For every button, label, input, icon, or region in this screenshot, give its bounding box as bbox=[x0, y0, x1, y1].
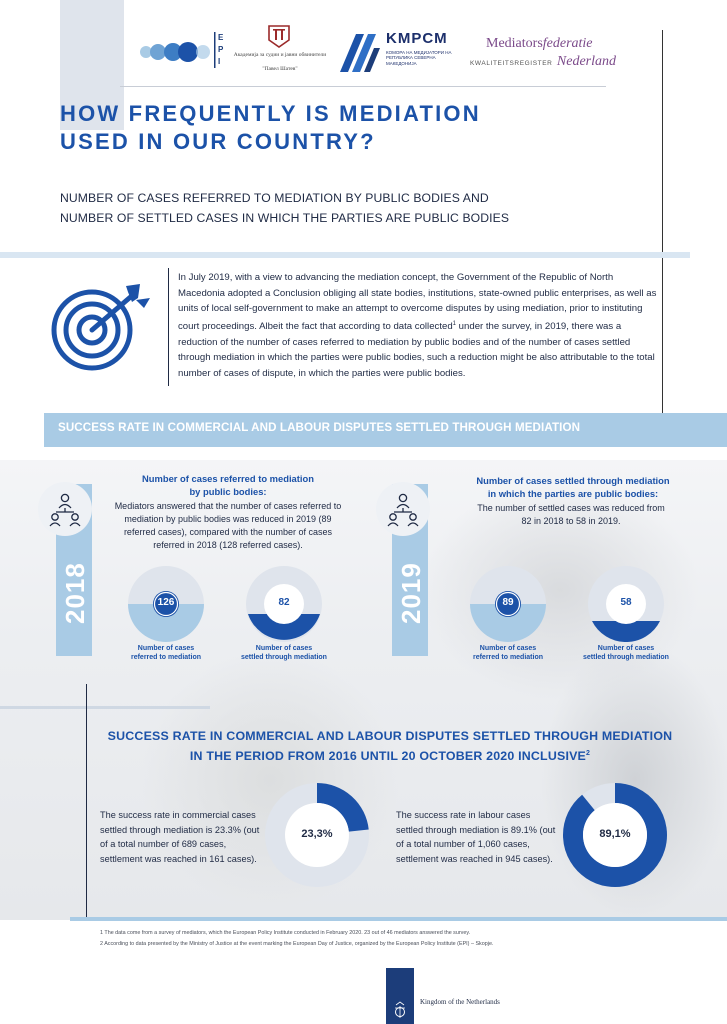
epi-logo-text: E P I bbox=[218, 33, 224, 66]
donut-value: 58 bbox=[620, 597, 632, 608]
footer-text: Kingdom of the Netherlands bbox=[420, 998, 500, 1006]
decorative-stripe bbox=[0, 706, 210, 709]
donut-label-line-2: referred to mediation bbox=[130, 654, 201, 661]
footnote-ref: 2 bbox=[586, 750, 591, 757]
donut-2019-settled-label: Number of cases settled through mediatio… bbox=[568, 644, 684, 662]
donut-value: 89 bbox=[502, 597, 514, 608]
intro-text-part-1: In July 2019, with a view to advancing t… bbox=[178, 272, 657, 332]
subtitle-line-2: NUMBER OF SETTLED CASES IN WHICH THE PAR… bbox=[60, 211, 510, 225]
donut-2018-settled-label: Number of cases settled through mediatio… bbox=[226, 644, 342, 662]
period-title-line-2-wrap: IN THE PERIOD FROM 2016 UNTIL 20 OCTOBER… bbox=[100, 745, 680, 765]
mediatorsfederatie-logo: Mediatorsfederatie KWALITEITSREGISTER Ne… bbox=[470, 34, 616, 70]
divider-line bbox=[120, 86, 606, 87]
decorative-bar bbox=[60, 0, 124, 130]
section-header: SUCCESS RATE IN COMMERCIAL AND LABOUR DI… bbox=[58, 421, 581, 434]
donut-label-line-2: settled through mediation bbox=[241, 654, 327, 661]
donut-2019-settled: 58 bbox=[588, 566, 664, 643]
donut-hole bbox=[583, 803, 647, 867]
people-icon bbox=[376, 482, 430, 536]
academy-name: Академија за судии и јавни обвинители bbox=[233, 52, 327, 58]
footnote-ref: 1 bbox=[452, 320, 457, 327]
block-2018-body: Mediators answered that the number of ca… bbox=[114, 501, 342, 550]
academy-logo: Академија за судии и јавни обвинители "П… bbox=[232, 24, 328, 76]
donut-slice bbox=[563, 783, 667, 887]
period-title-line-2: IN THE PERIOD FROM 2016 UNTIL 20 OCTOBER… bbox=[189, 749, 587, 764]
period-title: SUCCESS RATE IN COMMERCIAL AND LABOUR DI… bbox=[100, 728, 680, 765]
mfn-country: Nederland bbox=[556, 54, 616, 69]
block-2018-title-line-1: Number of cases referred to mediation bbox=[142, 473, 314, 484]
donut-2018-referred: 126 bbox=[128, 566, 204, 642]
decorative-stripe bbox=[0, 252, 690, 258]
block-2018-title-line-2: by public bodies: bbox=[189, 486, 267, 497]
donut-label-line-1: Number of cases bbox=[479, 645, 537, 652]
donut-value: 89,1% bbox=[599, 828, 631, 840]
divider-line bbox=[86, 684, 87, 920]
intro-paragraph: In July 2019, with a view to advancing t… bbox=[178, 270, 660, 381]
people-icon bbox=[38, 482, 92, 536]
netherlands-emblem bbox=[386, 968, 414, 1024]
labour-rate-text: The success rate in labour cases settled… bbox=[396, 810, 556, 864]
donut-2019-referred: 89 bbox=[470, 566, 546, 642]
year-label-2019: 2019 bbox=[396, 562, 426, 624]
page-title-line-1: HOW FREQUENTLY IS MEDIATION bbox=[60, 101, 481, 126]
decorative-stripe bbox=[70, 917, 727, 921]
kmpcm-name: KMPCM bbox=[386, 30, 448, 47]
donut-labour: 89,1% bbox=[562, 782, 668, 888]
donut-2019-referred-label: Number of cases referred to mediation bbox=[460, 644, 556, 662]
block-2019-body: The number of settled cases was reduced … bbox=[477, 503, 665, 526]
donut-label-line-1: Number of cases bbox=[255, 645, 313, 652]
footnote-1: 1 The data come from a survey of mediato… bbox=[100, 930, 471, 936]
kmpcm-subtitle: КОМОРА НА МЕДИЈАТОРИ НА РЕПУБЛИКА СЕВЕРН… bbox=[386, 50, 452, 66]
donut-2018-referred-label: Number of cases referred to mediation bbox=[118, 644, 214, 662]
section-header-band bbox=[44, 413, 727, 447]
donut-label-line-1: Number of cases bbox=[137, 645, 195, 652]
footnote-2: 2 According to data presented by the Min… bbox=[100, 941, 494, 947]
donut-label-line-2: settled through mediation bbox=[583, 654, 669, 661]
donut-labour-chart bbox=[563, 783, 667, 887]
block-2019-title: Number of cases settled through mediatio… bbox=[450, 474, 696, 500]
mfn-word-1: Mediators bbox=[486, 36, 543, 51]
academy-subname: "Павел Шатев" bbox=[262, 66, 298, 72]
block-2019-title-line-1: Number of cases settled through mediatio… bbox=[476, 475, 670, 486]
footnotes: 1 The data come from a survey of mediato… bbox=[100, 928, 700, 950]
page-title: HOW FREQUENTLY IS MEDIATION USED IN OUR … bbox=[60, 100, 580, 156]
block-2019-title-line-2: in which the parties are public bodies: bbox=[487, 488, 659, 499]
divider-line bbox=[662, 30, 663, 436]
mfn-word-2: federatie bbox=[542, 36, 593, 51]
period-title-line-1: SUCCESS RATE IN COMMERCIAL AND LABOUR DI… bbox=[107, 729, 673, 743]
donut-value: 126 bbox=[157, 597, 175, 608]
donut-commercial-chart bbox=[265, 783, 369, 887]
intro-text-part-2: under the survey, in 2019, there was a r… bbox=[178, 320, 655, 379]
mfn-register: KWALITEITSREGISTER bbox=[470, 60, 553, 67]
epi-logo: E P I bbox=[136, 28, 226, 72]
donut-slice bbox=[316, 783, 369, 833]
donut-commercial: 23,3% bbox=[264, 782, 370, 888]
target-icon bbox=[48, 282, 156, 374]
kmpcm-logo: KMPCM КОМОРА НА МЕДИЈАТОРИ НА РЕПУБЛИКА … bbox=[338, 26, 458, 76]
page-title-line-2: USED IN OUR COUNTRY? bbox=[60, 129, 376, 154]
donut-value: 82 bbox=[278, 597, 290, 608]
donut-label-line-2: referred to mediation bbox=[472, 654, 543, 661]
year-label-2018: 2018 bbox=[60, 562, 90, 624]
donut-2018-settled: 82 bbox=[246, 566, 322, 642]
page-subtitle: NUMBER OF CASES REFERRED TO MEDIATION BY… bbox=[60, 188, 580, 228]
donut-label-line-1: Number of cases bbox=[597, 645, 655, 652]
commercial-rate-text: The success rate in commercial cases set… bbox=[100, 810, 260, 864]
donut-value: 23,3% bbox=[301, 828, 333, 840]
block-2018-title: Number of cases referred to mediation by… bbox=[100, 472, 356, 498]
donut-hole bbox=[285, 803, 349, 867]
divider-line bbox=[168, 268, 169, 386]
subtitle-line-1: NUMBER OF CASES REFERRED TO MEDIATION BY… bbox=[60, 191, 489, 205]
